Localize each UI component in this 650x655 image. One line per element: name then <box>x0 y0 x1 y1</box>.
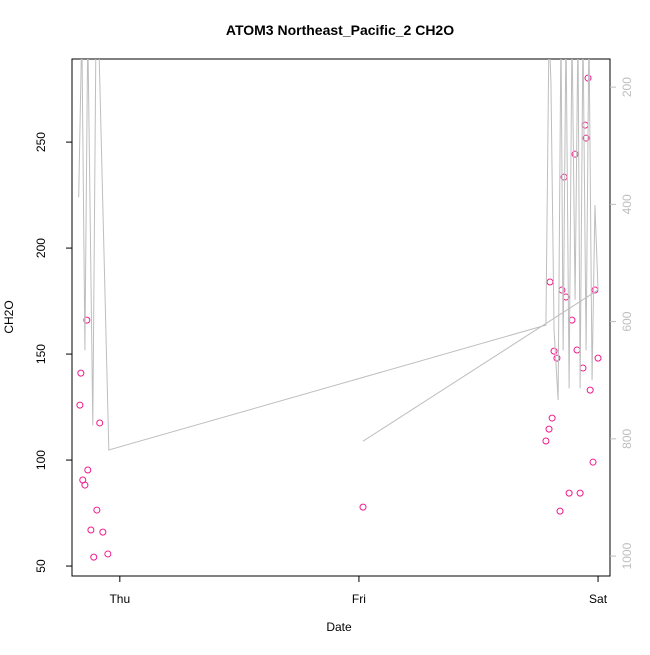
point <box>87 526 95 534</box>
point <box>589 458 597 466</box>
x-tick-label: Fri <box>352 592 366 606</box>
point <box>565 489 573 497</box>
point <box>553 354 561 362</box>
y2-tick-label: 400 <box>620 194 634 214</box>
point <box>582 134 590 142</box>
y-axis-label: CH2O <box>2 300 16 333</box>
y-tick-label: 150 <box>34 344 48 364</box>
y-tick-label: 250 <box>34 132 48 152</box>
y2-tick-label: 600 <box>620 311 634 331</box>
y2-tick-label: 800 <box>620 429 634 449</box>
y-tick-label: 100 <box>34 450 48 470</box>
point <box>83 316 91 324</box>
point <box>586 386 594 394</box>
point <box>93 506 101 514</box>
point <box>579 364 587 372</box>
point <box>81 481 89 489</box>
point <box>104 550 112 558</box>
y2-tick-label: 1000 <box>620 542 634 569</box>
point <box>545 425 553 433</box>
point <box>581 121 589 129</box>
x-tick-label: Sat <box>589 592 608 606</box>
plot-area <box>76 59 602 561</box>
point <box>77 369 85 377</box>
point <box>576 489 584 497</box>
point <box>542 437 550 445</box>
point <box>359 503 367 511</box>
plot-frame <box>71 58 611 577</box>
y2-tick-label: 200 <box>620 77 634 97</box>
x-tick-label: Thu <box>109 592 130 606</box>
y-tick-label: 200 <box>34 238 48 258</box>
point <box>96 419 104 427</box>
line <box>78 59 599 451</box>
point <box>550 347 558 355</box>
point <box>90 553 98 561</box>
point <box>594 354 602 362</box>
point <box>76 401 84 409</box>
point <box>573 346 581 354</box>
point <box>571 150 579 158</box>
point <box>546 278 554 286</box>
y-tick-label: 50 <box>34 559 48 573</box>
point <box>84 466 92 474</box>
chart-title: ATOM3 Northeast_Pacific_2 CH2O <box>226 22 454 38</box>
x-axis-label: Date <box>326 620 352 634</box>
point <box>99 528 107 536</box>
point <box>548 414 556 422</box>
point <box>556 507 564 515</box>
